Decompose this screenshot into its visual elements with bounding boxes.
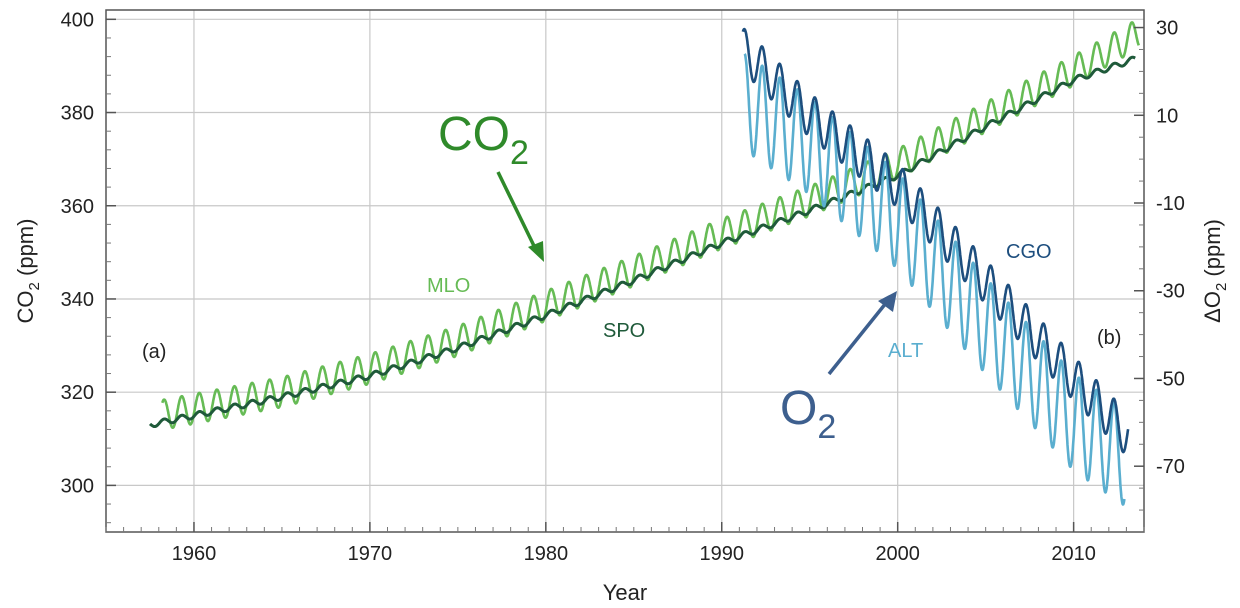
- y-right-tick-label: -30: [1156, 281, 1185, 303]
- y-right-tick-label: -70: [1156, 456, 1185, 478]
- y-left-tick-label: 400: [61, 9, 94, 31]
- o2-annotation-label: O2: [780, 382, 836, 446]
- series-label-mlo: MLO: [427, 275, 470, 297]
- x-tick-label: 2000: [875, 543, 920, 565]
- y-axis-left-title: CO2 (ppm): [13, 219, 43, 324]
- y-right-tick-label: -50: [1156, 368, 1185, 390]
- y-left-tick-label: 360: [61, 196, 94, 218]
- y-right-tick-label: 30: [1156, 18, 1178, 40]
- x-axis-title: Year: [603, 580, 647, 605]
- series-label-spo: SPO: [603, 320, 645, 342]
- x-tick-label: 1990: [700, 543, 745, 565]
- plot-frame: [105, 9, 1145, 533]
- x-tick-label: 1980: [524, 543, 569, 565]
- series-label-cgo: CGO: [1006, 241, 1052, 263]
- series-line-alt: [743, 53, 1126, 506]
- x-tick-label: 1960: [172, 543, 217, 565]
- x-tick-label: 1970: [348, 543, 393, 565]
- x-tick-label: 2010: [1051, 543, 1096, 565]
- series-line-spo: [148, 55, 1137, 428]
- panel-label-a: (a): [142, 341, 166, 363]
- axis-ticks: 1960 1970 1980 1990 2000 2010 300 320 340 360 380 4…: [61, 9, 1185, 565]
- y-left-tick-label: 380: [61, 103, 94, 125]
- o2-arrow: [827, 291, 897, 376]
- y-right-tick-label: -10: [1156, 193, 1185, 215]
- y-left-tick-label: 340: [61, 289, 94, 311]
- panel-label-b: (b): [1097, 327, 1121, 349]
- co2-arrow: [496, 171, 544, 262]
- co2-annotation-label: CO2: [438, 108, 529, 172]
- series-lines: [148, 21, 1140, 506]
- series-label-alt: ALT: [888, 340, 923, 362]
- y-left-tick-label: 320: [61, 382, 94, 404]
- y-left-tick-label: 300: [61, 475, 94, 497]
- series-line-cgo: [741, 27, 1130, 454]
- y-axis-right-title: ΔO2 (ppm): [1200, 219, 1230, 323]
- y-right-tick-label: 10: [1156, 105, 1178, 127]
